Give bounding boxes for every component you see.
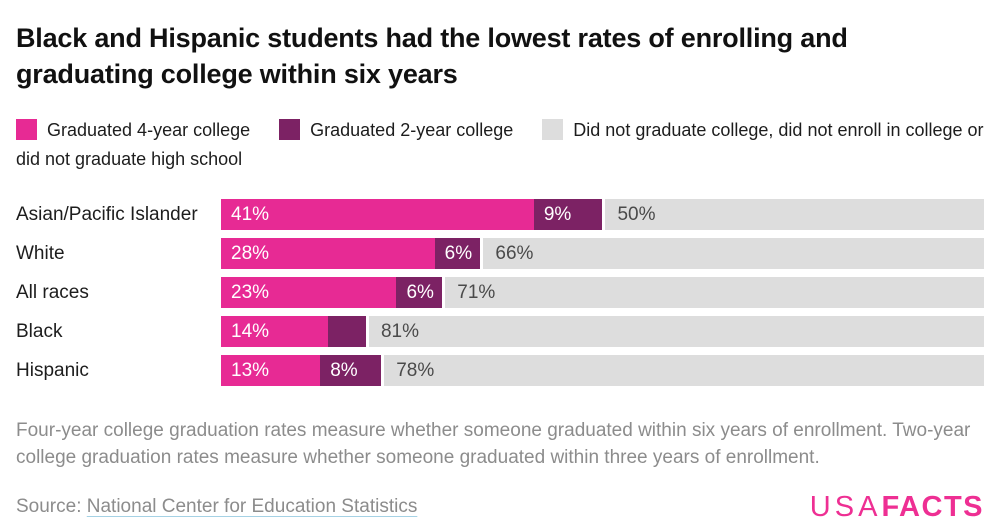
bar-row-all-races: All races 23% 6% 71% xyxy=(16,277,984,308)
legend: Graduated 4-year college Graduated 2-yea… xyxy=(16,116,984,174)
bar-segment-none: 78% xyxy=(381,355,984,386)
bar-row-hispanic: Hispanic 13% 8% 78% xyxy=(16,355,984,386)
category-label: Asian/Pacific Islander xyxy=(16,203,198,225)
footnote: Four-year college graduation rates measu… xyxy=(16,420,971,468)
stacked-bar: 13% 8% 78% xyxy=(221,355,984,386)
bar-segment-none: 71% xyxy=(442,277,984,308)
bar-segment-4year: 23% xyxy=(221,277,397,308)
bar-row-white: White 28% 6% 66% xyxy=(16,238,984,269)
bar-value-label: 8% xyxy=(330,359,358,381)
stacked-bar-chart: Asian/Pacific Islander 41% 9% 50% White … xyxy=(16,199,984,386)
bar-segment-4year: 13% xyxy=(221,355,321,386)
usafacts-logo-usa: USA xyxy=(809,491,882,523)
source-line: Source: National Center for Education St… xyxy=(16,496,417,518)
stacked-bar: 41% 9% 50% xyxy=(221,199,984,230)
footer: Source: National Center for Education St… xyxy=(16,490,984,524)
legend-item-4year: Graduated 4-year college xyxy=(16,119,251,140)
bar-segment-none: 81% xyxy=(365,316,984,347)
bar-row-asian-pacific-islander: Asian/Pacific Islander 41% 9% 50% xyxy=(16,199,984,230)
legend-swatch-4year-icon xyxy=(16,119,37,140)
legend-item-2year: Graduated 2-year college xyxy=(279,119,514,140)
category-label: White xyxy=(16,242,65,264)
bar-segment-none: 66% xyxy=(480,238,984,269)
source-link[interactable]: National Center for Education Statistics xyxy=(86,496,418,517)
bar-segment-4year: 14% xyxy=(221,316,328,347)
bar-value-label: 14% xyxy=(231,320,270,342)
bar-segment-2year xyxy=(327,316,366,347)
legend-label-2year: Graduated 2-year college xyxy=(310,120,514,140)
bar-value-label: 13% xyxy=(231,359,270,381)
usafacts-logo[interactable]: USAFACTS xyxy=(810,490,984,524)
legend-item-none: Did not graduate college, did not enroll… xyxy=(16,119,984,169)
bar-value-label: 41% xyxy=(231,203,270,225)
bar-value-label: 6% xyxy=(406,281,434,303)
bar-segment-2year: 9% xyxy=(533,199,603,230)
legend-swatch-none-icon xyxy=(542,119,564,140)
bar-segment-none: 50% xyxy=(602,199,984,230)
page-title: Black and Hispanic students had the lowe… xyxy=(16,23,848,89)
legend-label-none: Did not graduate college, did not enroll… xyxy=(16,120,984,169)
bar-value-label: 71% xyxy=(457,281,496,303)
stacked-bar: 23% 6% 71% xyxy=(221,277,984,308)
usafacts-logo-facts: FACTS xyxy=(881,491,984,523)
stacked-bar: 28% 6% 66% xyxy=(221,238,984,269)
stacked-bar: 14% 81% xyxy=(221,316,984,347)
bar-value-label: 81% xyxy=(380,320,419,342)
bar-value-label: 66% xyxy=(495,242,534,264)
category-label: Hispanic xyxy=(16,359,89,381)
legend-label-4year: Graduated 4-year college xyxy=(47,120,251,140)
bar-value-label: 23% xyxy=(231,281,270,303)
bar-row-black: Black 14% 81% xyxy=(16,316,984,347)
bar-segment-2year: 6% xyxy=(434,238,481,269)
category-label: Black xyxy=(16,320,63,342)
bar-segment-4year: 41% xyxy=(221,199,534,230)
bar-value-label: 9% xyxy=(543,203,572,225)
bar-segment-2year: 8% xyxy=(320,355,382,386)
bar-value-label: 78% xyxy=(396,359,435,381)
category-label: All races xyxy=(16,281,89,303)
bar-value-label: 50% xyxy=(617,203,656,225)
bar-segment-4year: 28% xyxy=(221,238,435,269)
bar-value-label: 6% xyxy=(444,242,473,264)
legend-swatch-2year-icon xyxy=(279,119,301,140)
source-prefix: Source: xyxy=(16,496,87,517)
bar-value-label: 28% xyxy=(231,242,270,264)
bar-segment-2year: 6% xyxy=(396,277,443,308)
